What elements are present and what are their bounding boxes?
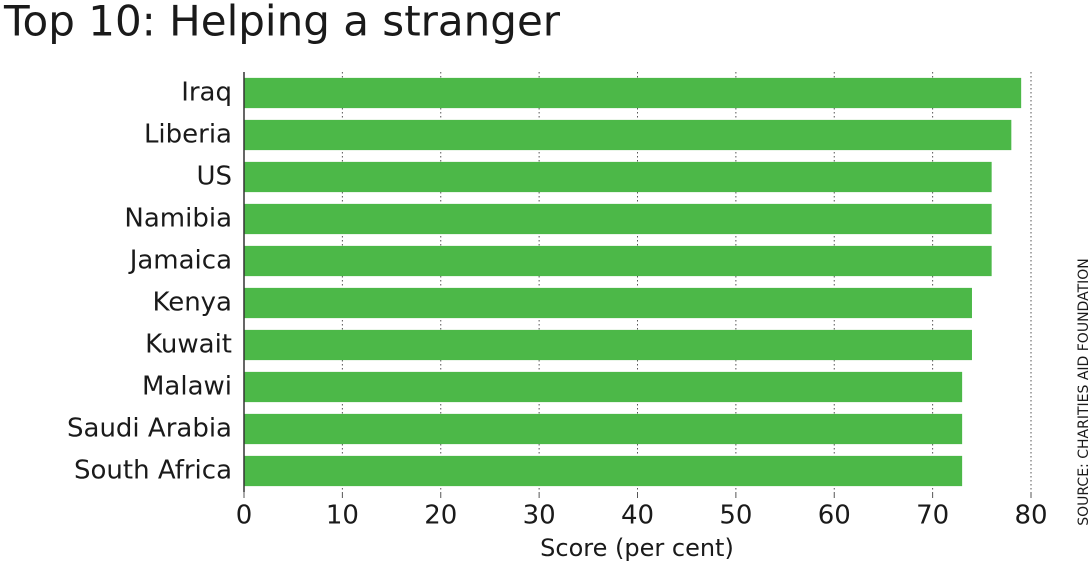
x-tick-label: 70 [916,501,949,531]
x-tick-label: 10 [326,501,359,531]
y-tick-label: US [196,162,232,192]
y-tick-label: Saudi Arabia [67,414,232,444]
y-tick-label: Malawi [142,372,232,402]
x-tick-label: 80 [1014,501,1047,531]
bar [244,371,963,403]
bar [244,245,992,277]
x-tick-label: 50 [719,501,752,531]
x-tick-label: 60 [818,501,851,531]
y-tick-label: Jamaica [128,246,232,276]
x-tick-label: 30 [523,501,556,531]
bar [244,77,1022,109]
bar [244,119,1012,151]
source-note: SOURCE: CHARITIES AID FOUNDATION [1076,258,1091,526]
x-tick-label: 20 [424,501,457,531]
bar [244,161,992,193]
x-tick-label: 40 [621,501,654,531]
chart-title: Top 10: Helping a stranger [3,0,561,46]
bar [244,287,972,319]
x-axis-label: Score (per cent) [540,534,734,562]
y-tick-label: Kuwait [145,330,232,360]
y-tick-label: Namibia [124,204,232,234]
y-tick-label: South Africa [74,456,232,486]
bar [244,203,992,235]
y-tick-label: Iraq [181,78,232,108]
y-tick-label: Liberia [144,120,232,150]
bar [244,413,963,445]
bar [244,329,972,361]
y-tick-label: Kenya [152,288,232,318]
x-tick-label: 0 [236,501,253,531]
bar [244,455,963,487]
